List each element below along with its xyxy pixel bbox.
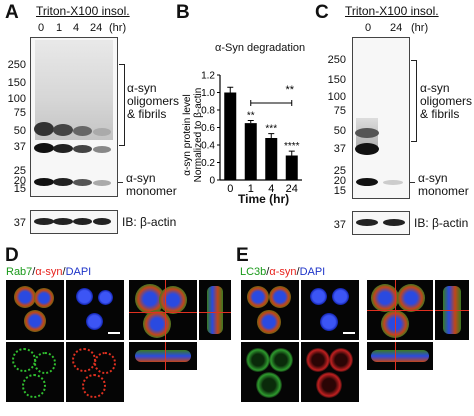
panel-c-lane-24: 24 xyxy=(390,22,403,34)
mw-c-actin-37: 37 xyxy=(333,219,346,231)
oligomer-label-c: α-syn oligomers & fibrils xyxy=(420,81,473,121)
mw-c-25: 25 xyxy=(333,165,346,177)
blot-a-actin xyxy=(30,210,118,234)
x-axis-label: Time (hr) xyxy=(238,192,290,206)
panel-e-stain-3: DAPI xyxy=(299,266,326,278)
panel-e-stain-2: α-syn xyxy=(269,266,297,278)
mw-c-250: 250 xyxy=(327,54,346,66)
bar xyxy=(265,138,278,180)
y-axis-label-2: Normalized to β-actin xyxy=(193,88,204,183)
y-tick-label: 0.8 xyxy=(201,106,215,117)
e-merge-image xyxy=(240,279,300,341)
d-ortho-xz xyxy=(128,341,198,371)
oligomer-bracket-c xyxy=(411,60,417,142)
panel-a-lane-1: 1 xyxy=(56,22,63,34)
panel-d-stain-3: DAPI xyxy=(65,266,92,278)
mw-a-15: 15 xyxy=(13,183,26,195)
d-syn-image xyxy=(65,341,125,403)
panel-a-lane-4: 4 xyxy=(73,22,80,34)
panel-a-unit: (hr) xyxy=(109,22,127,34)
y-tick-label: 0 xyxy=(209,176,215,187)
panel-d-stain-1: Rab7 xyxy=(6,266,33,278)
mw-a-50: 50 xyxy=(13,125,26,137)
panel-d-letter: D xyxy=(5,245,19,266)
monomer-label-a: α-syn monomer xyxy=(126,171,177,198)
mw-a-100: 100 xyxy=(7,93,26,105)
significance-marker: *** xyxy=(265,124,277,135)
d-dapi-image xyxy=(65,279,125,341)
oligomer-bracket-a xyxy=(119,64,125,146)
panel-c-lane-0: 0 xyxy=(365,22,372,34)
mw-a-actin-37: 37 xyxy=(13,217,26,229)
y-axis-label-1: α-syn protein level xyxy=(182,94,193,175)
panel-b-letter: B xyxy=(176,2,190,23)
d-scale-bar xyxy=(108,332,120,334)
panel-c-unit: (hr) xyxy=(411,22,429,34)
oligomer-label-a: α-syn oligomers & fibrils xyxy=(127,81,180,121)
bar xyxy=(285,155,298,180)
e-zoom-image xyxy=(366,279,434,341)
x-tick-label: 24 xyxy=(286,183,298,195)
bracket-label: ** xyxy=(285,84,294,96)
mw-a-25: 25 xyxy=(13,165,26,177)
y-tick-label: 0.6 xyxy=(201,123,215,134)
panel-a-condition: Triton-X100 insol. xyxy=(36,4,130,18)
panel-a-letter: A xyxy=(5,2,19,23)
x-tick-label: 4 xyxy=(268,183,274,195)
y-tick-label: 1.0 xyxy=(201,88,215,99)
panel-a-lane-0: 0 xyxy=(38,22,45,34)
blot-c-actin xyxy=(352,211,410,235)
mw-a-250: 250 xyxy=(7,59,26,71)
mw-c-37: 37 xyxy=(333,143,346,155)
mw-c-20: 20 xyxy=(333,175,346,187)
actin-label-a: IB: β-actin xyxy=(122,215,177,229)
bar xyxy=(244,123,257,180)
mw-a-150: 150 xyxy=(7,77,26,89)
e-syn-image xyxy=(300,341,360,403)
e-ortho-xz xyxy=(366,341,434,371)
significance-marker: **** xyxy=(284,141,300,152)
monomer-tick-a xyxy=(118,182,123,183)
panel-c-letter: C xyxy=(315,2,329,23)
panel-e-stain-1: LC3b xyxy=(240,266,267,278)
panel-e-legend: LC3b/α-syn/DAPI xyxy=(240,266,326,278)
d-rab7-image xyxy=(5,341,65,403)
e-scale-bar xyxy=(343,332,355,334)
d-ortho-yz xyxy=(198,279,232,341)
panel-e-letter: E xyxy=(236,245,249,266)
mw-c-75: 75 xyxy=(333,105,346,117)
actin-label-c: IB: β-actin xyxy=(414,216,469,230)
mw-c-15: 15 xyxy=(333,185,346,197)
monomer-tick-c xyxy=(410,182,415,183)
mw-a-20: 20 xyxy=(13,175,26,187)
y-tick-label: 1.2 xyxy=(201,71,215,82)
mw-c-150: 150 xyxy=(327,74,346,86)
mw-c-50: 50 xyxy=(333,125,346,137)
blot-a-syn xyxy=(30,37,118,197)
panel-d-stain-2: α-syn xyxy=(35,266,63,278)
mw-c-100: 100 xyxy=(327,91,346,103)
bar xyxy=(224,92,237,180)
e-lc3b-image xyxy=(240,341,300,403)
chart-bars xyxy=(224,86,298,180)
panel-c-condition: Triton-X100 insol. xyxy=(345,4,439,18)
mw-a-75: 75 xyxy=(13,107,26,119)
y-tick-label: 0.4 xyxy=(201,141,215,152)
e-ortho-yz xyxy=(434,279,470,341)
e-dapi-image xyxy=(300,279,360,341)
blot-c-syn xyxy=(352,37,410,199)
monomer-label-c: α-syn monomer xyxy=(418,171,469,198)
panel-a-lane-24: 24 xyxy=(90,22,103,34)
y-tick-label: 0.2 xyxy=(201,158,215,169)
significance-marker: ** xyxy=(247,111,255,122)
x-tick-label: 0 xyxy=(227,183,233,195)
d-merge-image xyxy=(5,279,65,341)
mw-a-37: 37 xyxy=(13,141,26,153)
x-tick-label: 1 xyxy=(248,183,254,195)
bar-chart: α-syn protein level Normalized to β-acti… xyxy=(182,71,302,196)
d-zoom-image xyxy=(128,279,198,341)
panel-d-legend: Rab7/α-syn/DAPI xyxy=(6,266,92,278)
chart-labels: 00.20.40.60.81.01.20 1**4***24****** xyxy=(201,71,300,196)
chart-title: α-Syn degradation xyxy=(215,42,306,54)
